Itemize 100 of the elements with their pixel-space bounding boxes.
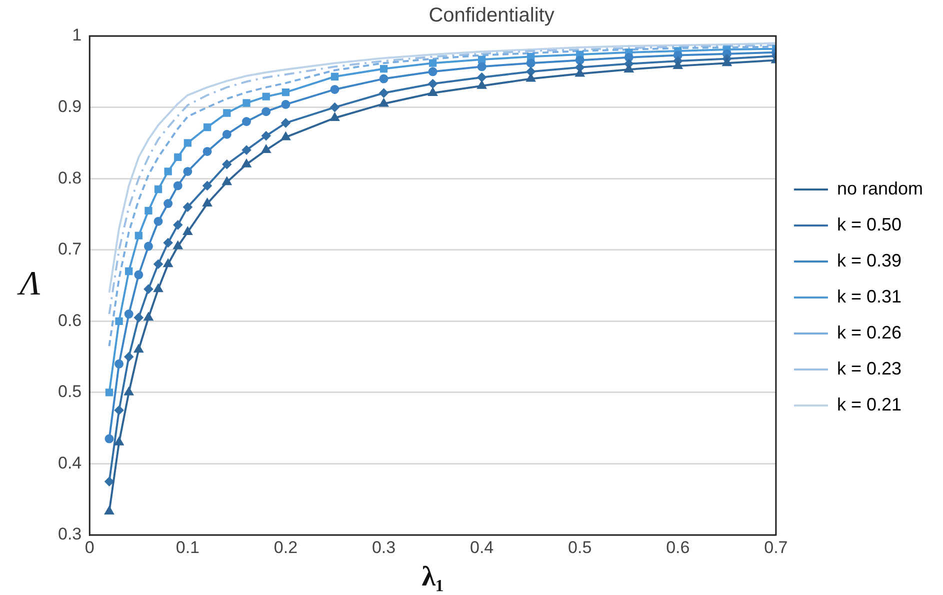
point bbox=[124, 352, 134, 362]
point bbox=[154, 216, 163, 226]
point bbox=[722, 58, 732, 66]
point bbox=[477, 62, 486, 72]
point bbox=[134, 344, 144, 353]
point bbox=[330, 84, 340, 94]
point bbox=[526, 67, 536, 76]
x-tick-label: 0.5 bbox=[568, 538, 592, 557]
y-tick-label: 0.5 bbox=[58, 382, 82, 402]
point bbox=[526, 74, 536, 82]
point bbox=[330, 72, 339, 80]
chart-title: Confidentiality bbox=[428, 4, 554, 27]
point bbox=[134, 232, 142, 240]
point bbox=[242, 99, 250, 107]
legend-label: k = 0.26 bbox=[836, 322, 902, 342]
y-tick-label: 0.8 bbox=[58, 168, 82, 188]
point bbox=[478, 56, 486, 64]
x-tick-label: 0.7 bbox=[764, 538, 788, 557]
legend-label: no random bbox=[836, 178, 924, 198]
point bbox=[202, 181, 212, 190]
point bbox=[164, 238, 173, 248]
point bbox=[624, 64, 634, 73]
point bbox=[203, 123, 212, 132]
point bbox=[144, 206, 152, 214]
point bbox=[134, 313, 144, 322]
x-tick-label: 0.1 bbox=[176, 538, 200, 557]
point bbox=[173, 241, 182, 250]
y-tick-label: 0.7 bbox=[58, 240, 82, 259]
point bbox=[144, 284, 153, 294]
point bbox=[104, 506, 114, 514]
point bbox=[134, 270, 144, 280]
point bbox=[164, 259, 173, 268]
x-tick-label: 0.3 bbox=[372, 538, 396, 557]
point bbox=[526, 58, 536, 68]
point bbox=[174, 153, 182, 162]
point bbox=[242, 146, 252, 155]
y-tick-label: 0.4 bbox=[58, 453, 82, 472]
point bbox=[575, 56, 584, 65]
point bbox=[477, 72, 486, 82]
point bbox=[183, 202, 192, 212]
point bbox=[183, 166, 192, 176]
point bbox=[222, 130, 232, 139]
legend-label: k = 0.21 bbox=[836, 394, 902, 414]
point bbox=[242, 117, 252, 126]
x-axis-title: λ₁ bbox=[422, 561, 444, 592]
point bbox=[282, 88, 290, 96]
point bbox=[262, 92, 270, 100]
point bbox=[105, 388, 114, 396]
y-tick-label: 0.9 bbox=[58, 96, 82, 116]
legend-label: k = 0.39 bbox=[836, 250, 902, 270]
point bbox=[222, 177, 232, 186]
y-tick-label: 0.3 bbox=[58, 524, 82, 544]
point bbox=[173, 220, 182, 230]
point bbox=[164, 168, 172, 176]
point bbox=[144, 312, 153, 321]
point bbox=[428, 67, 438, 76]
point bbox=[281, 132, 290, 140]
x-tick-label: 0.6 bbox=[666, 538, 690, 557]
point bbox=[154, 185, 162, 194]
point bbox=[125, 267, 133, 276]
legend-label: k = 0.50 bbox=[836, 214, 902, 234]
point bbox=[222, 160, 232, 169]
point bbox=[281, 100, 290, 109]
point bbox=[124, 387, 134, 396]
point bbox=[173, 181, 182, 190]
point bbox=[154, 260, 163, 269]
point bbox=[202, 146, 212, 156]
point bbox=[262, 145, 271, 154]
y-axis-title: Λ bbox=[16, 265, 41, 302]
point bbox=[624, 52, 634, 62]
point bbox=[104, 477, 114, 486]
point bbox=[223, 109, 231, 117]
point bbox=[242, 159, 251, 168]
point bbox=[379, 88, 388, 98]
point bbox=[428, 88, 438, 96]
point bbox=[104, 434, 114, 444]
point bbox=[380, 64, 388, 73]
point bbox=[330, 102, 340, 112]
point bbox=[114, 406, 124, 415]
point bbox=[330, 112, 340, 121]
point bbox=[262, 107, 271, 116]
point bbox=[575, 68, 584, 77]
point bbox=[114, 359, 124, 368]
point bbox=[281, 118, 290, 128]
point bbox=[144, 242, 153, 251]
point bbox=[164, 199, 173, 208]
point bbox=[184, 139, 192, 147]
point bbox=[183, 227, 192, 236]
point bbox=[202, 198, 212, 207]
legend-label: k = 0.23 bbox=[836, 358, 902, 378]
y-tick-label: 0.6 bbox=[58, 310, 82, 330]
point bbox=[124, 310, 134, 319]
point bbox=[379, 98, 388, 107]
point bbox=[673, 60, 682, 69]
point bbox=[154, 284, 163, 292]
y-tick-label: 1 bbox=[72, 26, 82, 45]
point bbox=[428, 59, 437, 67]
point bbox=[477, 80, 486, 89]
x-tick-label: 0.2 bbox=[274, 538, 298, 557]
x-tick-label: 0.4 bbox=[470, 538, 494, 557]
